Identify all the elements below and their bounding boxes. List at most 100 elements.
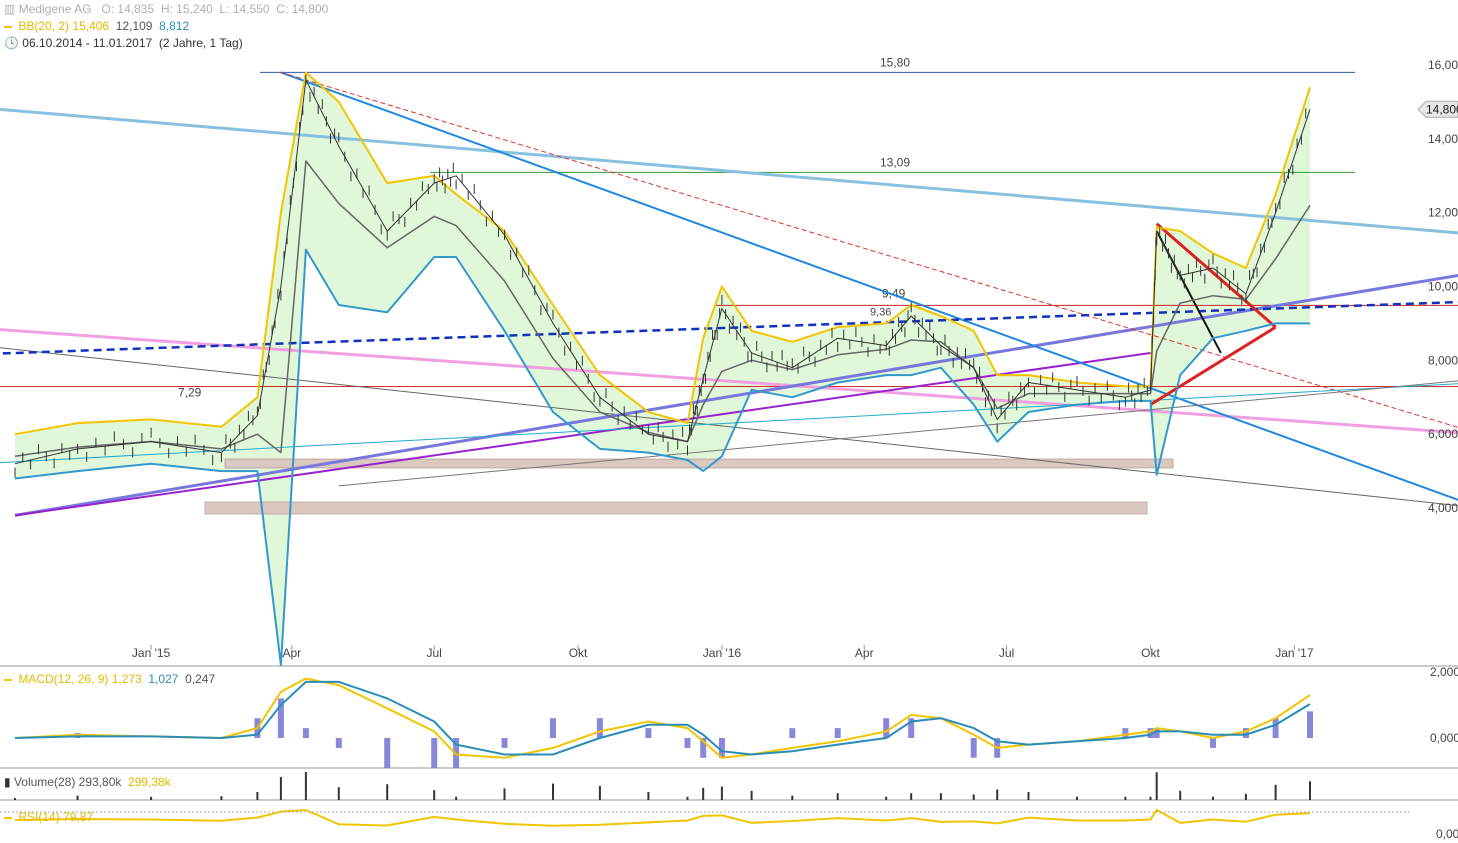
volume-bar [1212, 796, 1214, 800]
triangle-red-lower [1149, 325, 1277, 406]
macd-legend-mark [4, 678, 12, 681]
macd-histogram-bar [834, 728, 841, 738]
macd-histogram-bar [277, 698, 284, 738]
volume-bar [885, 796, 888, 800]
bollinger-lower-line [14, 248, 1310, 666]
y-tick-label: 8,000 [1428, 353, 1458, 367]
chart-icon: ▥ [4, 2, 16, 16]
y-tick-label: 12,000 [1428, 206, 1458, 220]
volume-bar [836, 793, 839, 800]
macd-line [14, 677, 1311, 759]
rsi-legend-mark [4, 816, 12, 819]
rsi-label: RSI(14) [18, 810, 60, 824]
bb-lower-value: 8,812 [159, 19, 190, 33]
volume-bar [256, 792, 259, 800]
volume-bar [1179, 790, 1182, 800]
macd-legend[interactable]: MACD(12, 26, 9) 1,273 1,027 0,247 [4, 672, 215, 686]
macd-histogram-bar [718, 738, 725, 758]
macd-histogram-bar [883, 718, 890, 738]
macd-panel: 0,000 2,000 [14, 665, 1458, 768]
macd-histogram-bar [1122, 728, 1129, 738]
y-tick-label: 4,000 [1428, 501, 1458, 515]
volume-bar [220, 796, 223, 800]
low-value: L: 14,550 [219, 2, 270, 16]
macd-y-tick-label: 0,000 [1430, 731, 1458, 745]
macd-value: 1,273 [111, 672, 142, 686]
bollinger-band-fill [15, 72, 1310, 665]
macd-histogram-bar [453, 738, 460, 768]
volume-bar [702, 787, 705, 800]
volume-value-1: 293,80k [78, 775, 122, 789]
trendline-red-dashed [280, 71, 1458, 428]
y-tick-label: 10,000 [1428, 280, 1458, 294]
volume-label: Volume(28) [13, 775, 76, 789]
trendline-cyan [0, 383, 1458, 464]
volume-legend[interactable]: ▮ Volume(28) 293,80k 299,38k [4, 775, 171, 789]
trendline-light-blue [0, 107, 1458, 235]
bb-label: BB(20, 2) [18, 19, 70, 33]
macd-histogram-bar [908, 718, 915, 738]
x-tick-label: Jul [426, 646, 441, 660]
volume-bar [386, 784, 389, 800]
volume-bar [1027, 792, 1030, 800]
trendline-blue-dashed [0, 300, 1458, 355]
macd-histogram-bar [501, 738, 508, 748]
close-value: C: 14,800 [276, 2, 329, 16]
x-tick-label: Jan '16 [703, 646, 742, 660]
rsi-y-tick-label: 0,00 [1436, 827, 1458, 840]
macd-histogram-bar [1210, 738, 1216, 748]
date-range-text: 06.10.2014 - 11.01.2017 [22, 36, 153, 50]
open-value: O: 14,835 [101, 2, 155, 16]
macd-histogram-bar [700, 738, 707, 758]
rsi-legend[interactable]: RSI(14) 79,87 [4, 810, 93, 824]
volume-bar [598, 786, 601, 800]
clock-icon: 🕓 [4, 36, 19, 50]
volume-bar [972, 794, 975, 800]
level-label: 13,09 [880, 155, 910, 169]
level-label: 15,80 [880, 55, 910, 69]
volume-bar [337, 787, 340, 800]
rsi-panel: 0,00 [0, 808, 1458, 841]
macd-histogram-bar [645, 728, 652, 738]
x-tick-label: Jul [999, 646, 1014, 660]
volume-bar [1244, 793, 1247, 800]
last-price-label: 14,800 [1426, 102, 1458, 116]
x-tick-label: Apr [282, 646, 301, 660]
support-zone-upper [224, 458, 1174, 469]
level-label: 9,36 [870, 306, 891, 318]
macd-histogram-bar [1153, 728, 1160, 738]
volume-bar [503, 788, 506, 800]
support-zone-lower [204, 501, 1148, 515]
bb-upper-value: 15,406 [72, 19, 110, 33]
volume-bar [996, 789, 999, 800]
macd-histogram-bar [684, 738, 691, 748]
price-close-line [14, 79, 1311, 465]
bb-legend-mark [4, 25, 12, 28]
macd-histogram-bar [302, 728, 309, 738]
rsi-value: 79,87 [63, 810, 94, 824]
volume-bar [14, 798, 16, 800]
y-tick-label: 16,000 [1428, 58, 1458, 72]
triangle-red-upper [1155, 222, 1277, 329]
volume-panel [14, 772, 1311, 800]
volume-bar [304, 772, 307, 800]
volume-value-2: 299,38k [128, 775, 171, 789]
macd-histogram-bar [431, 738, 438, 768]
last-price-tag [1417, 100, 1458, 118]
x-tick-label: Okt [569, 646, 588, 660]
x-tick-label: Okt [1141, 646, 1160, 660]
volume-bar [1274, 784, 1277, 800]
date-range-note: (2 Jahre, 1 Tag) [158, 36, 243, 50]
trendline-grey-2 [338, 380, 1458, 487]
level-label: 7,29 [178, 386, 202, 400]
macd-histogram-bar [1242, 728, 1249, 738]
trendline-blue-violet [14, 273, 1458, 517]
bb-legend[interactable]: BB(20, 2) 15,406 12,109 8,812 [4, 19, 189, 33]
volume-bar [455, 796, 458, 800]
volume-bar [791, 795, 794, 800]
macd-histogram-bar [789, 728, 796, 738]
volume-bar [720, 786, 723, 800]
volume-bar [1149, 796, 1152, 800]
